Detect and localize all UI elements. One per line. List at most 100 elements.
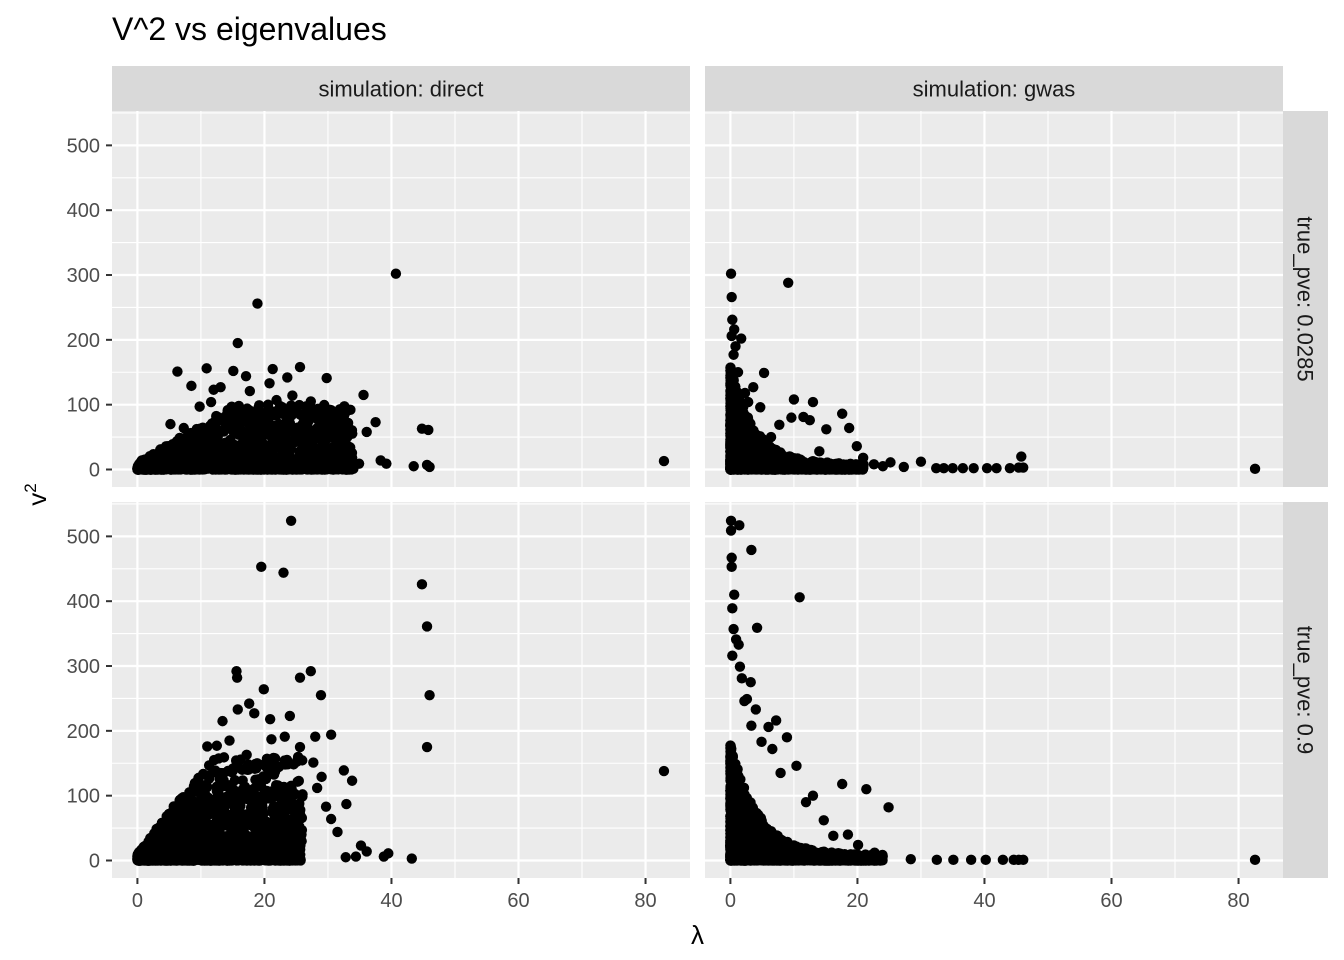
data-point [253,425,265,436]
data-point [316,771,327,783]
data-point [198,826,209,838]
data-point [727,386,739,397]
data-point [772,454,784,465]
data-point [730,341,741,352]
data-point [727,421,739,432]
data-point [295,831,306,842]
data-point [272,780,284,791]
data-point [311,782,323,794]
data-point [267,363,278,375]
data-point [748,381,759,393]
data-point [311,450,322,461]
data-point [339,433,350,444]
data-point [161,811,172,822]
data-point [154,838,166,849]
data-point [160,441,172,452]
chart-title: V^2 vs eigenvalues [112,11,387,47]
data-point [231,672,243,683]
data-point [172,463,183,475]
data-point [276,422,287,434]
data-point [207,767,219,778]
data-point [243,851,254,862]
data-point [814,446,825,457]
data-point [276,442,287,454]
data-point [915,456,927,467]
data-point [264,713,276,725]
data-point [141,462,152,473]
data-point [193,773,204,784]
data-point [235,800,246,812]
data-point [215,768,227,779]
data-point [266,734,277,745]
data-point [344,442,356,453]
data-point [843,422,855,434]
data-point [786,412,797,423]
data-point [234,842,245,854]
panels-layer [112,111,1283,878]
data-point [180,796,192,807]
data-point [246,416,257,428]
data-point [201,363,212,374]
data-point [256,561,267,573]
data-point [232,704,243,715]
data-point [205,396,217,408]
data-point [180,834,191,845]
panel-direct-00285 [112,111,690,487]
data-point [726,291,737,303]
panel-background [705,111,1283,487]
data-point [325,813,337,825]
data-point [938,463,950,474]
data-point [829,463,841,475]
data-point [751,464,763,475]
data-point [201,450,212,462]
data-point [281,829,293,840]
data-point [292,852,304,864]
data-point [207,427,218,438]
data-point [255,412,266,423]
data-point [311,423,323,434]
data-point [276,839,287,850]
data-point [807,396,819,408]
data-point [326,458,338,470]
data-point [727,314,738,325]
data-point [283,449,295,461]
data-point [249,708,260,719]
data-point [246,831,257,842]
data-point [211,785,223,797]
data-point [271,394,282,406]
data-point [1016,451,1027,462]
data-point [265,757,276,769]
data-point [755,402,766,413]
data-point [272,809,284,820]
data-point [210,819,221,831]
data-point [239,811,250,823]
data-point [346,775,358,786]
data-point [746,445,758,457]
data-point [287,390,298,401]
data-point [751,432,762,444]
data-point [211,740,223,751]
data-point [725,463,737,474]
data-point [795,454,806,465]
data-point [274,464,285,475]
data-point [298,451,310,463]
data-point [193,442,204,454]
data-point [132,463,144,474]
data-point [851,440,863,452]
data-point [726,433,737,445]
data-point [225,463,236,474]
data-point [219,820,231,831]
data-point [278,567,289,578]
data-point [251,763,262,774]
data-point [421,621,433,632]
data-point [218,752,230,763]
data-point [172,849,183,861]
data-point [194,401,205,412]
data-point [273,801,285,812]
data-point [208,384,219,395]
data-point [725,268,737,279]
data-point [294,672,306,683]
data-point [931,463,942,474]
data-point [1004,463,1016,474]
